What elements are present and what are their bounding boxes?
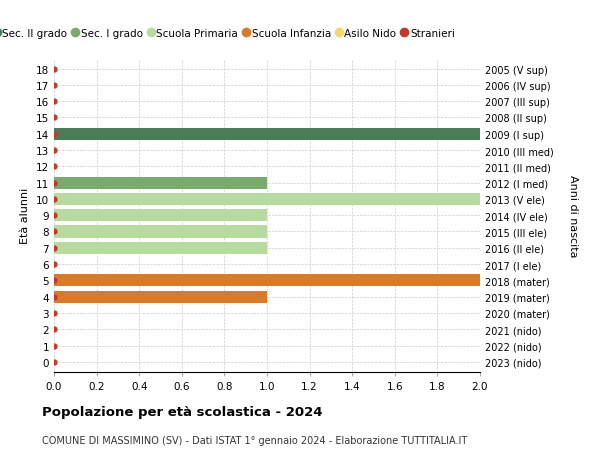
Bar xyxy=(54,274,480,287)
Bar xyxy=(54,242,267,254)
Text: Popolazione per età scolastica - 2024: Popolazione per età scolastica - 2024 xyxy=(42,405,323,419)
Y-axis label: Anni di nascita: Anni di nascita xyxy=(568,174,577,257)
Bar xyxy=(54,129,480,140)
Bar xyxy=(54,291,267,303)
Legend: Sec. II grado, Sec. I grado, Scuola Primaria, Scuola Infanzia, Asilo Nido, Stran: Sec. II grado, Sec. I grado, Scuola Prim… xyxy=(0,24,459,43)
Bar xyxy=(54,193,480,206)
Text: COMUNE DI MASSIMINO (SV) - Dati ISTAT 1° gennaio 2024 - Elaborazione TUTTITALIA.: COMUNE DI MASSIMINO (SV) - Dati ISTAT 1°… xyxy=(42,435,467,445)
Bar xyxy=(54,177,267,189)
Bar xyxy=(54,210,267,222)
Y-axis label: Età alunni: Età alunni xyxy=(20,188,31,244)
Bar xyxy=(54,226,267,238)
